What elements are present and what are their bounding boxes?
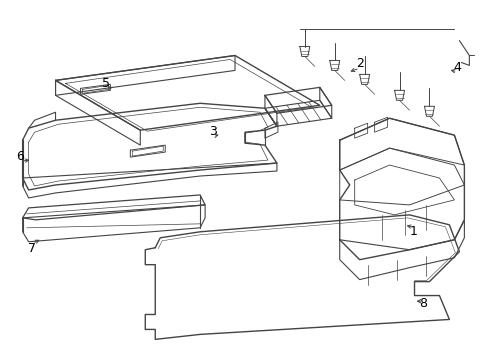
Text: 6: 6: [16, 150, 24, 163]
Text: 4: 4: [454, 60, 462, 73]
Text: 5: 5: [102, 77, 110, 90]
Text: 7: 7: [28, 242, 36, 255]
Text: 3: 3: [209, 125, 217, 138]
Text: 2: 2: [356, 57, 364, 70]
Text: 8: 8: [419, 297, 427, 310]
Text: 1: 1: [410, 225, 417, 238]
